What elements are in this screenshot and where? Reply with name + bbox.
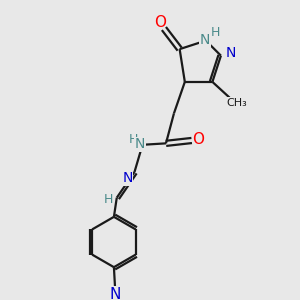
Text: N: N (200, 33, 211, 47)
Text: O: O (154, 15, 166, 30)
Text: H: H (129, 133, 138, 146)
Text: H: H (103, 193, 113, 206)
Text: N: N (110, 286, 121, 300)
Text: N: N (226, 46, 236, 60)
Text: O: O (192, 132, 204, 147)
Text: N: N (122, 171, 133, 185)
Text: N: N (135, 137, 146, 151)
Text: H: H (210, 26, 220, 39)
Text: CH₃: CH₃ (226, 98, 247, 108)
